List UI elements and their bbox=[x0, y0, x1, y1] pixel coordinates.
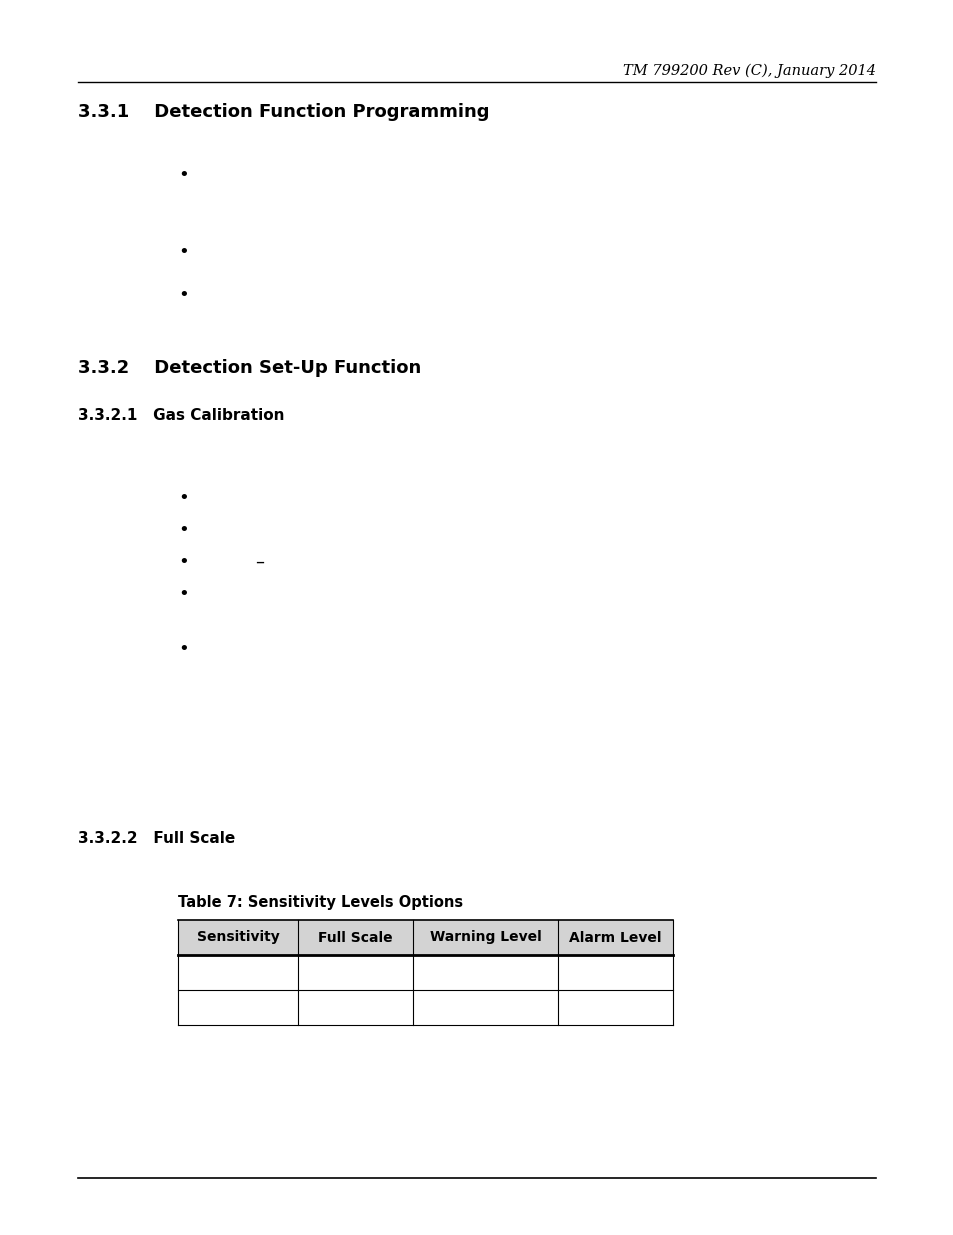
Text: •: • bbox=[178, 489, 189, 508]
Text: TM 799200 Rev (C), January 2014: TM 799200 Rev (C), January 2014 bbox=[622, 64, 875, 78]
Text: 3.3.2.1   Gas Calibration: 3.3.2.1 Gas Calibration bbox=[78, 408, 284, 424]
Text: –: – bbox=[254, 553, 264, 571]
Bar bbox=[178, 920, 672, 955]
Text: Sensitivity: Sensitivity bbox=[196, 930, 279, 945]
Text: 3.3.2.2   Full Scale: 3.3.2.2 Full Scale bbox=[78, 831, 235, 846]
Text: 3.3.1    Detection Function Programming: 3.3.1 Detection Function Programming bbox=[78, 103, 489, 121]
Text: •: • bbox=[178, 243, 189, 261]
Text: •: • bbox=[178, 521, 189, 538]
Text: •: • bbox=[178, 553, 189, 571]
Text: Warning Level: Warning Level bbox=[429, 930, 540, 945]
Text: •: • bbox=[178, 165, 189, 184]
Text: 3.3.2    Detection Set-Up Function: 3.3.2 Detection Set-Up Function bbox=[78, 359, 421, 377]
Text: •: • bbox=[178, 640, 189, 658]
Text: Alarm Level: Alarm Level bbox=[569, 930, 661, 945]
Text: •: • bbox=[178, 585, 189, 603]
Text: Full Scale: Full Scale bbox=[318, 930, 393, 945]
Text: Table 7: Sensitivity Levels Options: Table 7: Sensitivity Levels Options bbox=[178, 895, 462, 910]
Text: •: • bbox=[178, 287, 189, 304]
